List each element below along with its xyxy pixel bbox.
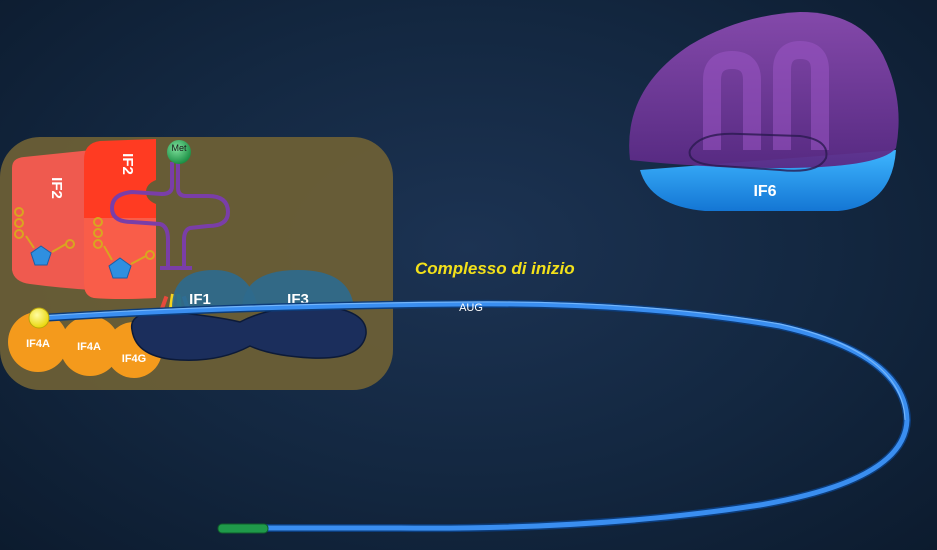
trna-cloverleaf (110, 162, 230, 270)
if4a-left-factor: IF4A (8, 312, 68, 372)
if2-back-factor: IF2 (12, 150, 92, 290)
if2-front-chain-icon (93, 217, 155, 260)
if2-back-chain-icon (14, 207, 75, 249)
if4a-mid-label: IF4A (77, 341, 101, 353)
if1-label: IF1 (189, 291, 211, 308)
met-label: Met (171, 143, 187, 153)
if6-label: IF6 (753, 183, 776, 200)
if2-front-label: IF2 (119, 153, 136, 175)
if2-back-label: IF2 (48, 177, 65, 199)
if4a-left-label: IF4A (26, 338, 50, 350)
aug-codon-label: AUG (459, 302, 483, 314)
diagram-title: Complesso di inizio (415, 259, 575, 278)
if2-front-pentagon-icon (108, 257, 132, 279)
met-amino-acid-icon (167, 140, 191, 164)
if4a-mid-factor: IF4A (60, 316, 120, 376)
poly-a-tail (217, 523, 269, 534)
if6-factor: IF6 (629, 12, 899, 211)
five-prime-cap-icon (28, 307, 50, 329)
if4g-label: IF4G (122, 353, 146, 365)
small-ribosomal-subunit (130, 305, 367, 361)
if2-back-pentagon-icon (30, 245, 52, 266)
if1-factor: IF1 (172, 270, 258, 308)
